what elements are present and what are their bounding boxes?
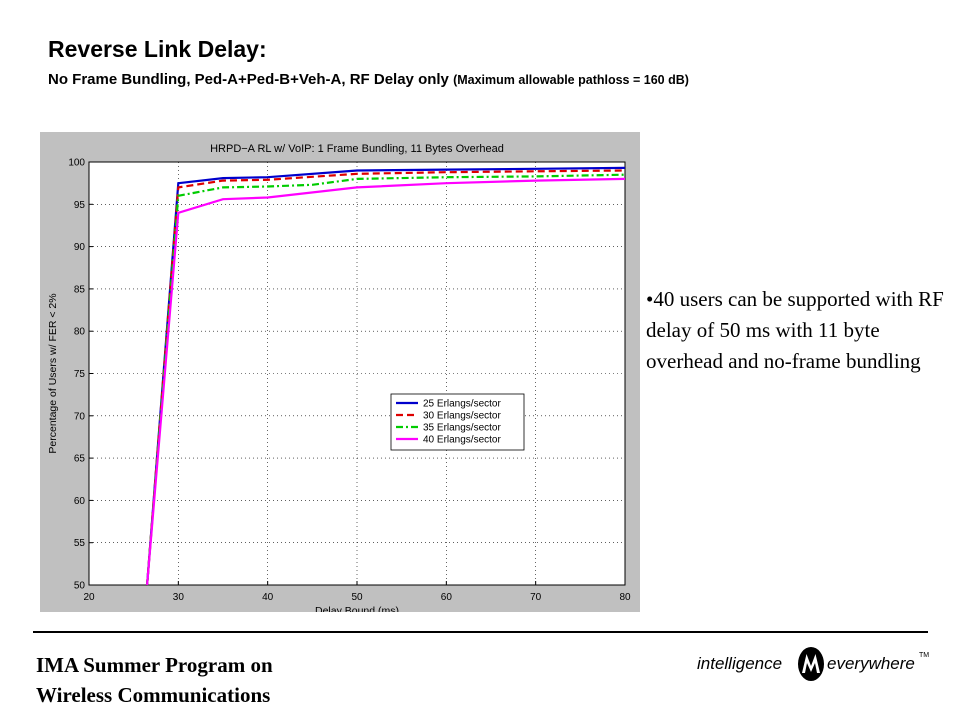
- x-axis-label: Delay Bound (ms): [315, 605, 399, 612]
- y-tick-label: 95: [74, 200, 86, 211]
- y-tick-label: 50: [74, 581, 86, 592]
- subtitle-note: (Maximum allowable pathloss = 160 dB): [453, 73, 689, 87]
- y-tick-label: 65: [74, 454, 86, 465]
- x-tick-label: 30: [173, 592, 185, 603]
- chart-title: HRPD−A RL w/ VoIP: 1 Frame Bundling, 11 …: [210, 143, 504, 155]
- x-tick-label: 70: [530, 592, 542, 603]
- brand-word-everywhere: everywhere: [827, 654, 915, 673]
- footer-divider: [33, 631, 928, 633]
- legend-label: 40 Erlangs/sector: [423, 435, 501, 446]
- chart-panel: 20 30 40 50 60 70 80 50 55 60 65 70 75 80 85 90 95 100 HRP…: [40, 132, 640, 612]
- slide-subtitle: No Frame Bundling, Ped-A+Ped-B+Veh-A, RF…: [48, 71, 689, 88]
- legend-label: 35 Erlangs/sector: [423, 423, 501, 434]
- y-axis-label: Percentage of Users w/ FER < 2%: [47, 293, 59, 453]
- footer-line-1: IMA Summer Program on: [36, 653, 273, 677]
- footer-text: IMA Summer Program on Wireless Communica…: [36, 650, 273, 710]
- y-tick-label: 70: [74, 411, 86, 422]
- x-tick-label: 60: [441, 592, 453, 603]
- bullet-text: •40 users can be supported with RF delay…: [646, 287, 944, 373]
- y-tick-label: 55: [74, 538, 86, 549]
- brand-tagline: intelligence everywhere TM: [697, 640, 937, 690]
- series-line-3: [146, 173, 626, 586]
- legend-label: 25 Erlangs/sector: [423, 399, 501, 410]
- y-tick-label: 60: [74, 496, 86, 507]
- y-tick-label: 85: [74, 284, 86, 295]
- footer-line-2: Wireless Communications: [36, 683, 271, 707]
- y-tick-label: 75: [74, 369, 86, 380]
- brand-word-intelligence: intelligence: [697, 654, 783, 673]
- legend-label: 30 Erlangs/sector: [423, 411, 501, 422]
- y-tick-label: 100: [68, 158, 85, 169]
- slide-title: Reverse Link Delay:: [48, 36, 267, 62]
- x-tick-label: 80: [619, 592, 631, 603]
- series-line-4: [146, 177, 626, 586]
- x-tick-label: 20: [83, 592, 95, 603]
- series-line-2: [146, 169, 626, 586]
- brand-trademark: TM: [919, 652, 930, 659]
- line-chart: 20 30 40 50 60 70 80 50 55 60 65 70 75 80 85 90 95 100 HRP…: [47, 143, 631, 612]
- series-line-1: [146, 166, 626, 586]
- motorola-logo-icon: [798, 647, 824, 681]
- x-tick-label: 40: [262, 592, 274, 603]
- y-tick-label: 80: [74, 327, 86, 338]
- x-tick-label: 50: [351, 592, 363, 603]
- y-tick-label: 90: [74, 242, 86, 253]
- subtitle-main: No Frame Bundling, Ped-A+Ped-B+Veh-A, RF…: [48, 71, 449, 88]
